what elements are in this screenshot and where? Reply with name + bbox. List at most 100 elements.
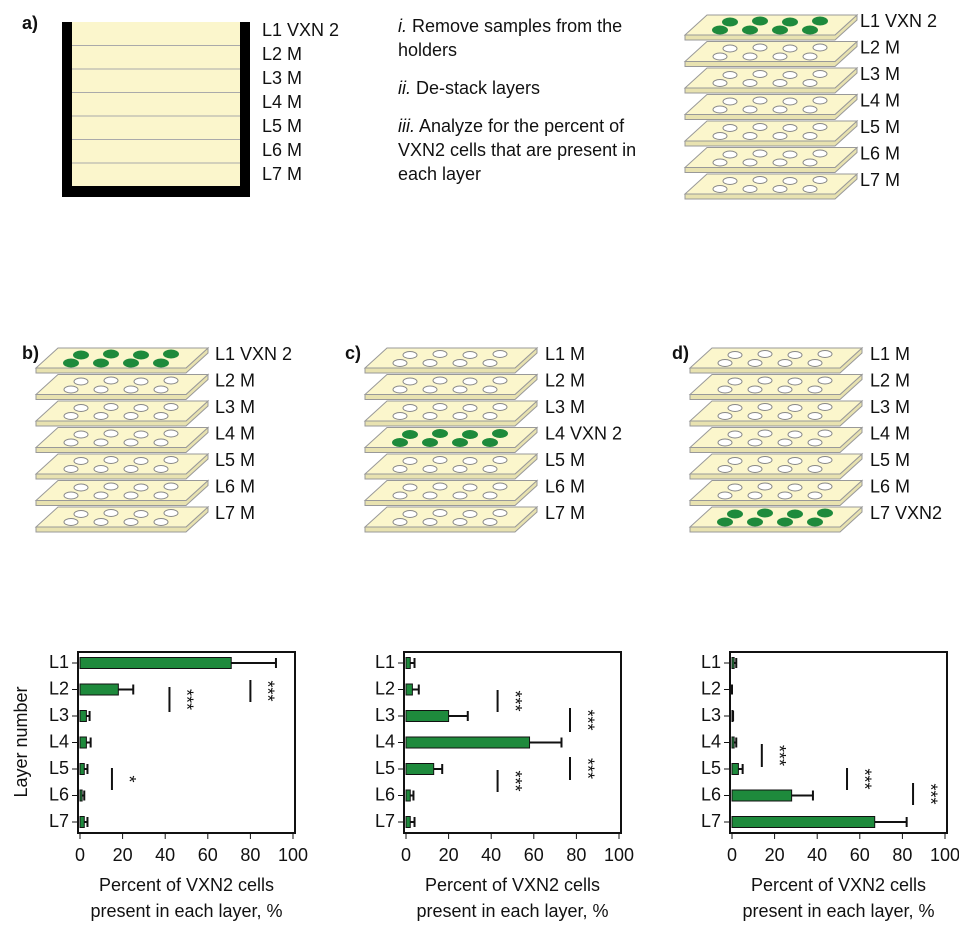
cell <box>743 133 757 140</box>
significance-mark: *** <box>505 770 525 791</box>
y-tick-label: L2 <box>49 678 69 698</box>
plate <box>365 481 537 506</box>
error-bar <box>410 658 414 668</box>
y-tick-label: L3 <box>49 705 69 725</box>
cell <box>403 352 417 359</box>
bar <box>80 737 86 748</box>
cell <box>713 106 727 113</box>
cell <box>788 352 802 359</box>
layer-label: L1 VXN 2 <box>262 20 339 40</box>
plate <box>365 348 537 373</box>
plate-top <box>690 454 862 474</box>
layer-label: L7 M <box>215 503 255 523</box>
cell-vxn2 <box>133 351 149 360</box>
bar <box>406 737 530 748</box>
cell <box>723 178 737 185</box>
cell <box>803 133 817 140</box>
cell <box>753 177 767 184</box>
cell <box>64 386 78 393</box>
layer-label: L2 M <box>545 370 585 390</box>
cell <box>493 457 507 464</box>
cell <box>773 53 787 60</box>
cell <box>808 386 822 393</box>
x-tick-label: 20 <box>113 845 133 865</box>
cell <box>433 457 447 464</box>
error-bar <box>412 685 418 695</box>
cell-vxn2 <box>717 518 733 527</box>
plate-top <box>685 95 857 115</box>
significance-mark: *** <box>505 690 525 711</box>
error-bar <box>738 764 742 774</box>
cell-vxn2 <box>807 518 823 527</box>
y-tick-label: L7 <box>701 811 721 831</box>
cell <box>423 492 437 499</box>
cell <box>728 484 742 491</box>
cell <box>803 106 817 113</box>
plate-top <box>365 454 537 474</box>
cell <box>74 511 88 518</box>
plate-top <box>36 454 208 474</box>
cell <box>713 186 727 193</box>
cell <box>483 466 497 473</box>
cell-vxn2 <box>422 438 438 447</box>
y-axis-label: Layer number <box>11 686 31 797</box>
plate <box>36 481 208 506</box>
cell <box>773 186 787 193</box>
bar <box>406 711 449 722</box>
cell <box>723 125 737 132</box>
plate-top <box>365 348 537 368</box>
cell <box>124 492 138 499</box>
cell <box>773 80 787 87</box>
step-text: Analyze for the percent of VXN2 cells th… <box>398 116 636 184</box>
layer-label: L5 M <box>262 116 302 136</box>
cell <box>134 431 148 438</box>
significance-mark: *** <box>258 680 278 701</box>
cell-vxn2 <box>163 350 179 359</box>
cell-vxn2 <box>492 429 508 438</box>
cell <box>463 484 477 491</box>
step-number: ii. <box>398 78 411 98</box>
cell-vxn2 <box>392 438 408 447</box>
plate-top <box>36 348 208 368</box>
cell <box>104 483 118 490</box>
cell <box>104 457 118 464</box>
cell <box>154 439 168 446</box>
cell <box>403 484 417 491</box>
cell <box>783 98 797 105</box>
step-number: iii. <box>398 116 415 136</box>
cell <box>74 458 88 465</box>
cell <box>433 377 447 384</box>
bar <box>80 711 86 722</box>
layer-label: L5 M <box>870 450 910 470</box>
cell <box>723 98 737 105</box>
bar <box>406 764 434 775</box>
cell <box>393 466 407 473</box>
cell <box>134 405 148 412</box>
layer-label: L1 M <box>870 344 910 364</box>
panel-label: b) <box>22 343 39 363</box>
cell-vxn2 <box>462 430 478 439</box>
cell <box>154 413 168 420</box>
plate <box>36 348 208 373</box>
plate-top <box>690 401 862 421</box>
cell-vxn2 <box>747 518 763 527</box>
plate-top <box>685 121 857 141</box>
plate-top <box>365 481 537 501</box>
x-tick-label: 60 <box>850 845 870 865</box>
layer-label: L5 M <box>545 450 585 470</box>
significance-mark: *** <box>920 783 940 804</box>
cell <box>393 519 407 526</box>
plate <box>690 454 862 479</box>
cell <box>718 413 732 420</box>
cell <box>463 378 477 385</box>
layer-label: L3 M <box>870 397 910 417</box>
cell <box>723 72 737 79</box>
cell <box>74 405 88 412</box>
cell <box>778 492 792 499</box>
cell <box>803 159 817 166</box>
plate <box>685 15 857 40</box>
cell <box>154 466 168 473</box>
cell <box>713 53 727 60</box>
layer-label: L3 M <box>860 64 900 84</box>
cell <box>758 377 772 384</box>
